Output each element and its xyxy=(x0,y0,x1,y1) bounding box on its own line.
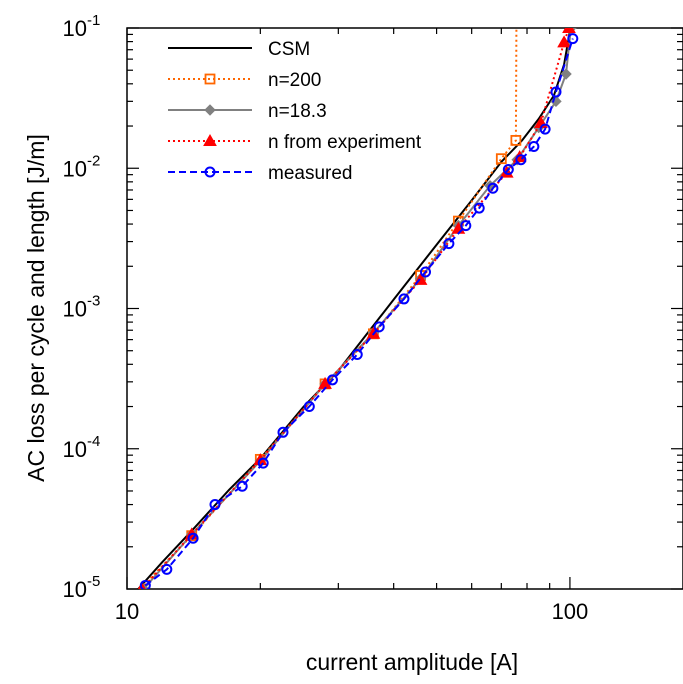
series-0 xyxy=(137,30,571,589)
data-point-circle xyxy=(502,163,514,175)
data-point-circle xyxy=(204,166,216,178)
data-point-circle xyxy=(515,154,527,166)
series-line xyxy=(144,38,574,587)
x-axis-label: current amplitude [A] xyxy=(306,649,518,675)
data-point-circle xyxy=(257,457,269,469)
y-tick-label: 10 xyxy=(63,577,87,602)
data-point-circle xyxy=(420,266,432,278)
data-point-triangle xyxy=(562,28,576,33)
data-point-circle xyxy=(277,426,289,438)
y-tick-exponent: -2 xyxy=(87,152,100,169)
data-point-square xyxy=(204,73,216,85)
legend-label: measured xyxy=(268,163,353,184)
series-4 xyxy=(139,33,579,589)
data-point-circle xyxy=(303,401,315,413)
x-tick-label: 10 xyxy=(115,599,139,624)
data-point-diamond xyxy=(204,104,216,116)
legend: CSM n=200 n=18.3 n from experiment measured xyxy=(168,39,422,184)
y-tick-exponent: -1 xyxy=(87,12,100,29)
legend-label: n from experiment xyxy=(268,132,422,153)
legend-label: CSM xyxy=(268,39,310,60)
series-1 xyxy=(139,28,522,589)
series-line xyxy=(139,28,518,589)
y-tick-label: 10 xyxy=(63,16,87,41)
data-point-circle xyxy=(528,140,540,152)
series-line xyxy=(137,30,571,589)
data-point-diamond xyxy=(560,68,572,80)
data-point-circle xyxy=(460,220,472,232)
data-point-triangle xyxy=(557,35,571,48)
y-axis-label: AC loss per cycle and length [J/m] xyxy=(23,134,49,482)
data-point-circle xyxy=(351,348,363,360)
data-point-circle xyxy=(161,563,173,575)
data-point-circle xyxy=(443,238,455,250)
data-point-circle xyxy=(209,499,221,511)
data-point-circle xyxy=(373,321,385,333)
data-point-square xyxy=(495,153,507,165)
data-point-square xyxy=(510,134,522,146)
data-point-circle xyxy=(236,480,248,492)
y-tick-exponent: -5 xyxy=(87,573,100,590)
data-point-circle xyxy=(550,86,562,98)
legend-label: n=18.3 xyxy=(268,101,327,122)
data-point-circle xyxy=(567,33,579,45)
data-point-circle xyxy=(487,182,499,194)
data-point-circle xyxy=(539,123,551,135)
legend-label: n=200 xyxy=(268,70,321,91)
series-line xyxy=(141,28,570,589)
y-tick-exponent: -3 xyxy=(87,293,100,310)
data-point-circle xyxy=(139,579,151,589)
y-tick-exponent: -4 xyxy=(87,433,100,450)
y-tick-label: 10 xyxy=(63,156,87,181)
y-tick-label: 10 xyxy=(63,297,87,322)
data-point-circle xyxy=(398,293,410,305)
x-tick-label: 100 xyxy=(552,599,589,624)
series-2 xyxy=(137,28,577,589)
data-point-triangle xyxy=(203,133,217,146)
y-tick-label: 10 xyxy=(63,437,87,462)
series-layer xyxy=(137,28,579,589)
series-3 xyxy=(137,28,576,589)
data-point-circle xyxy=(187,532,199,544)
data-point-circle xyxy=(326,374,338,386)
data-point-circle xyxy=(473,202,485,214)
